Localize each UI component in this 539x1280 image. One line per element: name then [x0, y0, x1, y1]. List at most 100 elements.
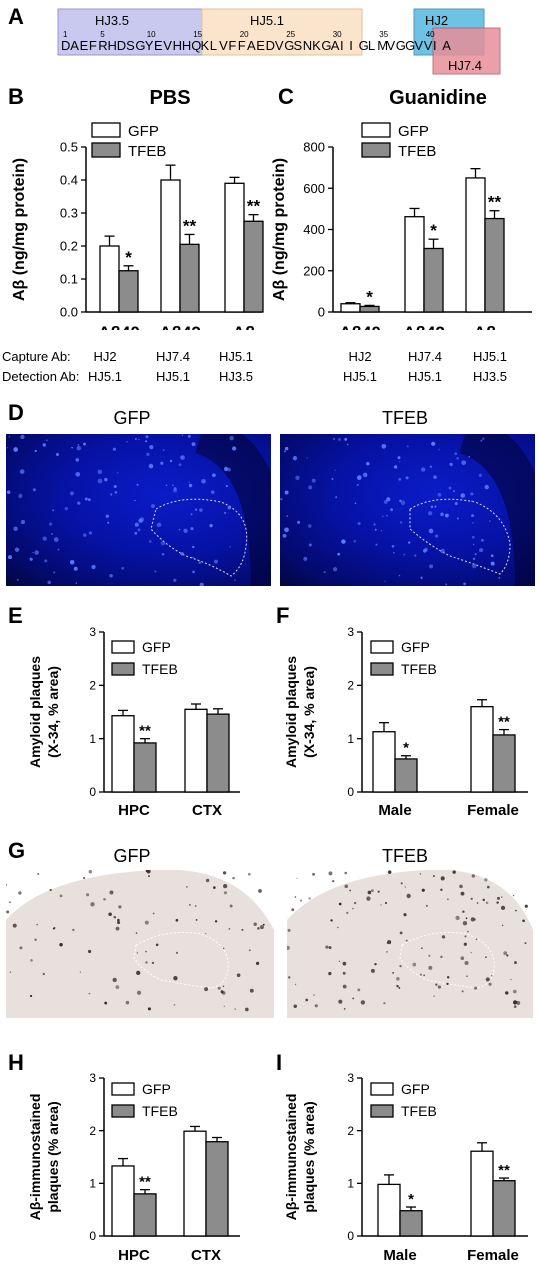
plaque-dot: [52, 509, 55, 512]
plaque-dot: [420, 576, 423, 579]
plaque-dot: [180, 455, 185, 460]
plaque-dot: [69, 559, 75, 565]
plaque-dot: [501, 896, 503, 898]
plaque-dot: [183, 528, 188, 533]
plaque-dot: [256, 961, 260, 966]
x-category-label: CTX: [192, 802, 222, 819]
plaque-dot: [414, 554, 417, 557]
plaque-dot: [195, 918, 198, 921]
y-tick-label: 200: [303, 263, 325, 278]
bar-tfeb: [492, 1180, 516, 1237]
plaque-dot: [491, 975, 493, 977]
sequence-residue: G: [321, 38, 331, 53]
plaque-dot: [173, 976, 178, 981]
plaque-dot: [77, 501, 81, 505]
detection-c-3: HJ3.5: [473, 369, 507, 384]
plaque-dot: [367, 890, 372, 895]
sequence-residue: D: [61, 38, 70, 53]
plaque-dot: [138, 438, 140, 441]
plaque-dot: [79, 971, 82, 973]
plaque-dot: [241, 928, 244, 931]
plaque-dot: [296, 877, 298, 879]
plaque-dot: [114, 490, 118, 494]
plaque-dot: [482, 898, 486, 902]
epitope-box-hj7-4: [432, 27, 501, 75]
micrograph-d-gfp-overlay: [6, 434, 271, 586]
plaque-dot: [109, 890, 114, 895]
plaque-dot: [506, 954, 509, 957]
plaque-dot: [83, 442, 86, 446]
plaque-dot: [29, 557, 33, 561]
plaque-dot: [471, 535, 475, 539]
plaque-dot: [162, 449, 165, 451]
plaque-dot: [397, 456, 401, 460]
plaque-dot: [292, 456, 298, 461]
plaque-dot: [498, 576, 501, 579]
plaque-dot: [34, 550, 39, 555]
panel-letter-f: F: [276, 603, 290, 628]
plaque-dot: [19, 946, 23, 950]
plaque-dot: [146, 870, 151, 874]
x-category-label: Male: [378, 802, 411, 819]
plaque-dot: [295, 475, 300, 480]
legend-label: GFP: [142, 1081, 171, 1097]
plaque-dot: [34, 938, 37, 941]
plaque-dot: [18, 891, 22, 895]
significance-marker: **: [498, 1162, 510, 1179]
plaque-dot: [398, 986, 401, 989]
plaque-dot: [145, 961, 148, 964]
micrograph-g-tfeb-overlay: [287, 870, 533, 1018]
plaque-dot: [293, 1004, 297, 1008]
plaque-dot: [323, 571, 326, 574]
plaque-dot: [110, 493, 113, 496]
plaque-dot: [109, 573, 113, 578]
plaque-dot: [220, 990, 224, 994]
plaque-dot: [513, 1005, 517, 1009]
plaque-dot: [452, 870, 456, 874]
plaque-dot: [524, 942, 527, 945]
plaque-dot: [229, 904, 233, 908]
plaque-dot: [503, 951, 508, 956]
bar-tfeb: [118, 270, 139, 313]
plaque-dot: [199, 508, 203, 512]
plaque-dot: [474, 553, 477, 556]
sequence-residue: I: [433, 38, 437, 53]
plaque-dot: [455, 915, 460, 921]
plaque-dot: [422, 548, 427, 553]
plaque-dot: [464, 935, 467, 938]
plaque-dot: [247, 872, 251, 876]
plaque-dot: [488, 520, 491, 522]
plaque-dot: [446, 982, 449, 985]
plaque-dot: [366, 461, 370, 466]
bar-gfp: [224, 182, 245, 313]
plaque-dot: [175, 951, 178, 954]
plaque-dot: [9, 901, 11, 904]
plaque-dot: [308, 485, 313, 490]
plaque-dot: [510, 978, 512, 981]
plaque-dot: [475, 938, 478, 940]
plaque-dot: [338, 438, 341, 441]
sequence-residue: K: [312, 38, 321, 53]
legend-label: TFEB: [142, 661, 178, 677]
plaque-dot: [214, 559, 218, 564]
plaque-dot: [121, 566, 125, 570]
plaque-dot: [104, 477, 108, 482]
detection-c-2: HJ5.1: [408, 369, 442, 384]
plaque-dot: [306, 457, 308, 459]
chart-i-ab-sex: Aβ-immunostained plaques (% area) 0 1 2 3 * Mal…: [283, 1071, 528, 1264]
plaque-dot: [461, 460, 467, 466]
y-tick-label: 1: [347, 1177, 354, 1191]
y-axis-label: (X-34, % area): [301, 666, 317, 758]
legend-label: GFP: [128, 123, 159, 140]
plaque-dot: [16, 578, 19, 581]
sequence-residue: V: [424, 38, 433, 53]
plaque-dot: [148, 463, 154, 469]
x-category-label: Aβ: [474, 323, 497, 330]
plaque-dot: [32, 488, 36, 492]
plaque-dot: [307, 524, 312, 528]
plaque-dot: [160, 461, 164, 465]
plaque-dot: [217, 986, 221, 990]
plaque-dot: [405, 476, 409, 480]
plaque-dot: [370, 968, 375, 973]
significance-marker: *: [408, 1191, 414, 1208]
